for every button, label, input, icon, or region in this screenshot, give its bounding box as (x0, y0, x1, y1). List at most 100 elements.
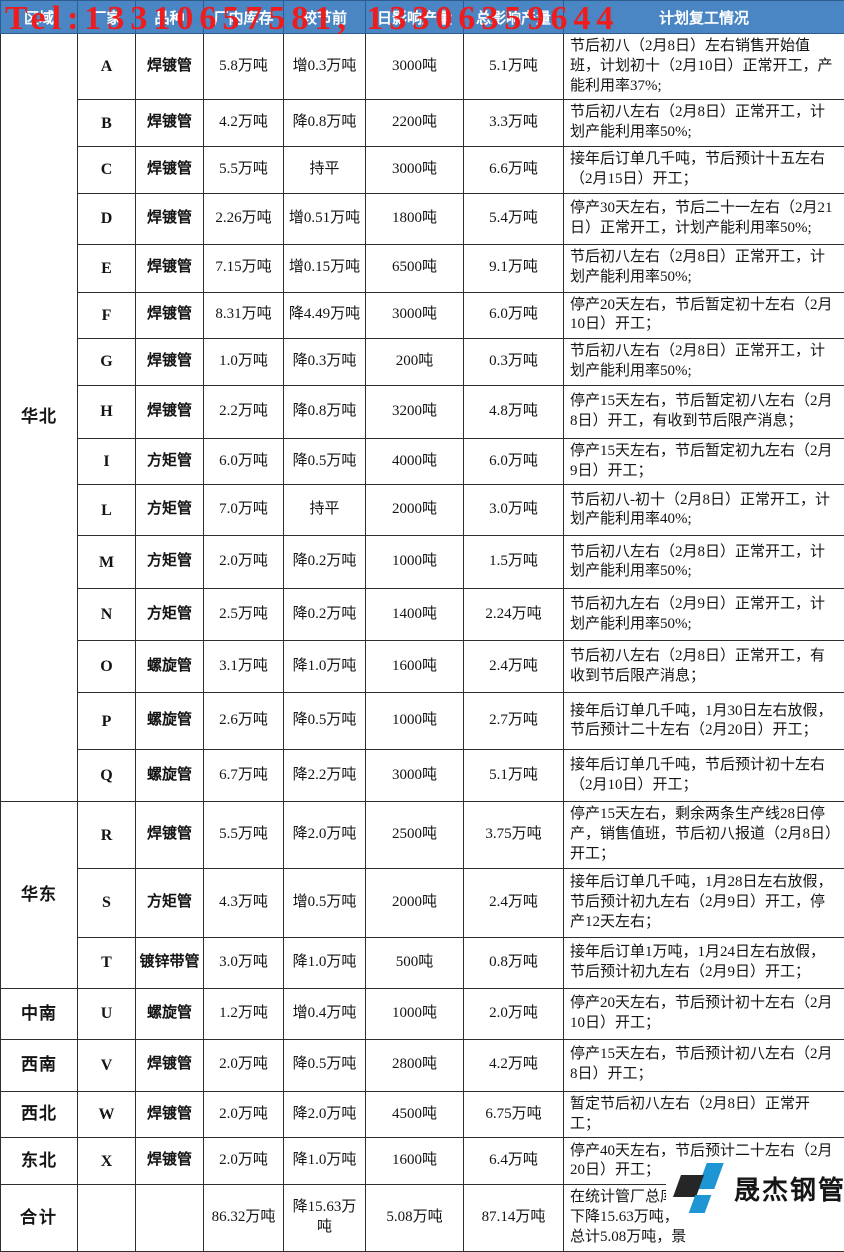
factory-cell: N (78, 589, 136, 641)
inventory-cell: 1.0万吨 (204, 339, 284, 386)
daily-impact-cell: 6500吨 (366, 244, 464, 292)
factory-cell (78, 1185, 136, 1251)
factory-cell: A (78, 34, 136, 100)
daily-impact-cell: 1000吨 (366, 988, 464, 1039)
inventory-cell: 4.3万吨 (204, 868, 284, 937)
product-cell (136, 1185, 204, 1251)
total-impact-cell: 2.4万吨 (464, 868, 564, 937)
region-cell: 中南 (1, 988, 78, 1039)
total-impact-cell: 5.1万吨 (464, 750, 564, 802)
inventory-cell: 2.2万吨 (204, 385, 284, 438)
resume-plan-cell: 停产15天左右，节后预计初八左右（2月8日）开工； (564, 1039, 844, 1091)
resume-plan-cell: 停产15天左右，节后暂定初八左右（2月8日）开工，有收到节后限产消息； (564, 385, 844, 438)
region-cell: 华东 (1, 802, 78, 988)
inventory-cell: 7.15万吨 (204, 244, 284, 292)
inventory-cell: 4.2万吨 (204, 100, 284, 147)
inventory-cell: 2.6万吨 (204, 693, 284, 750)
daily-impact-cell: 2500吨 (366, 802, 464, 868)
change-cell: 降0.5万吨 (284, 693, 366, 750)
product-cell: 方矩管 (136, 868, 204, 937)
total-impact-cell: 3.0万吨 (464, 485, 564, 536)
product-cell: 焊镀管 (136, 1091, 204, 1138)
product-cell: 螺旋管 (136, 693, 204, 750)
column-header-5: 日影响产量 (366, 1, 464, 34)
inventory-cell: 7.0万吨 (204, 485, 284, 536)
daily-impact-cell: 4000吨 (366, 438, 464, 485)
factory-cell: I (78, 438, 136, 485)
factory-cell: W (78, 1091, 136, 1138)
total-impact-cell: 2.4万吨 (464, 641, 564, 693)
daily-impact-cell: 200吨 (366, 339, 464, 386)
factory-cell: H (78, 385, 136, 438)
inventory-cell: 6.7万吨 (204, 750, 284, 802)
region-cell: 华北 (1, 34, 78, 802)
change-cell: 降2.2万吨 (284, 750, 366, 802)
change-cell: 降1.0万吨 (284, 937, 366, 988)
factory-cell: T (78, 937, 136, 988)
total-impact-cell: 6.0万吨 (464, 292, 564, 339)
inventory-cell: 3.1万吨 (204, 641, 284, 693)
inventory-cell: 2.0万吨 (204, 536, 284, 589)
product-cell: 焊镀管 (136, 339, 204, 386)
inventory-cell: 2.0万吨 (204, 1091, 284, 1138)
resume-plan-cell: 节后初八左右（2月8日）正常开工，计划产能利用率50%; (564, 339, 844, 386)
resume-plan-cell: 停产30天左右，节后二十一左右（2月21日）正常开工，计划产能利用率50%; (564, 193, 844, 244)
resume-plan-cell: 节后初九左右（2月9日）正常开工，计划产能利用率50%; (564, 589, 844, 641)
daily-impact-cell: 500吨 (366, 937, 464, 988)
daily-impact-cell: 3000吨 (366, 34, 464, 100)
total-impact-cell: 4.8万吨 (464, 385, 564, 438)
product-cell: 焊镀管 (136, 385, 204, 438)
product-cell: 焊镀管 (136, 1138, 204, 1185)
total-impact-cell: 6.0万吨 (464, 438, 564, 485)
change-cell: 增0.15万吨 (284, 244, 366, 292)
product-cell: 焊镀管 (136, 100, 204, 147)
factory-cell: F (78, 292, 136, 339)
daily-impact-cell: 1600吨 (366, 641, 464, 693)
product-cell: 焊镀管 (136, 146, 204, 193)
change-cell: 降0.3万吨 (284, 339, 366, 386)
change-cell: 降15.63万吨 (284, 1185, 366, 1251)
change-cell: 持平 (284, 146, 366, 193)
inventory-cell: 2.26万吨 (204, 193, 284, 244)
table-header: 区域厂家品种厂内库存较节前日影响产量总影响产量计划复工情况 (1, 1, 844, 34)
daily-impact-cell: 3000吨 (366, 292, 464, 339)
column-header-2: 品种 (136, 1, 204, 34)
daily-impact-cell: 2800吨 (366, 1039, 464, 1091)
resume-plan-cell: 节后初八（2月8日）左右销售开始值班，计划初十（2月10日）正常开工，产能利用率… (564, 34, 844, 100)
factory-cell: V (78, 1039, 136, 1091)
factory-cell: L (78, 485, 136, 536)
change-cell: 降0.2万吨 (284, 536, 366, 589)
change-cell: 降0.2万吨 (284, 589, 366, 641)
product-cell: 螺旋管 (136, 988, 204, 1039)
factory-cell: G (78, 339, 136, 386)
region-cell: 西南 (1, 1039, 78, 1091)
daily-impact-cell: 5.08万吨 (366, 1185, 464, 1251)
product-cell: 螺旋管 (136, 641, 204, 693)
product-cell: 螺旋管 (136, 750, 204, 802)
header-row: 区域厂家品种厂内库存较节前日影响产量总影响产量计划复工情况 (1, 1, 844, 34)
daily-impact-cell: 1000吨 (366, 536, 464, 589)
change-cell: 增0.3万吨 (284, 34, 366, 100)
resume-plan-cell: 节后初八左右（2月8日）正常开工，计划产能利用率50%; (564, 536, 844, 589)
resume-plan-cell: 节后初八左右（2月8日）正常开工，计划产能利用率50%; (564, 100, 844, 147)
daily-impact-cell: 1800吨 (366, 193, 464, 244)
factory-cell: O (78, 641, 136, 693)
change-cell: 降1.0万吨 (284, 641, 366, 693)
column-header-6: 总影响产量 (464, 1, 564, 34)
resume-plan-cell: 接年后订单几千吨，1月28日左右放假，节后预计初九左右（2月9日）开工，停产12… (564, 868, 844, 937)
daily-impact-cell: 3200吨 (366, 385, 464, 438)
